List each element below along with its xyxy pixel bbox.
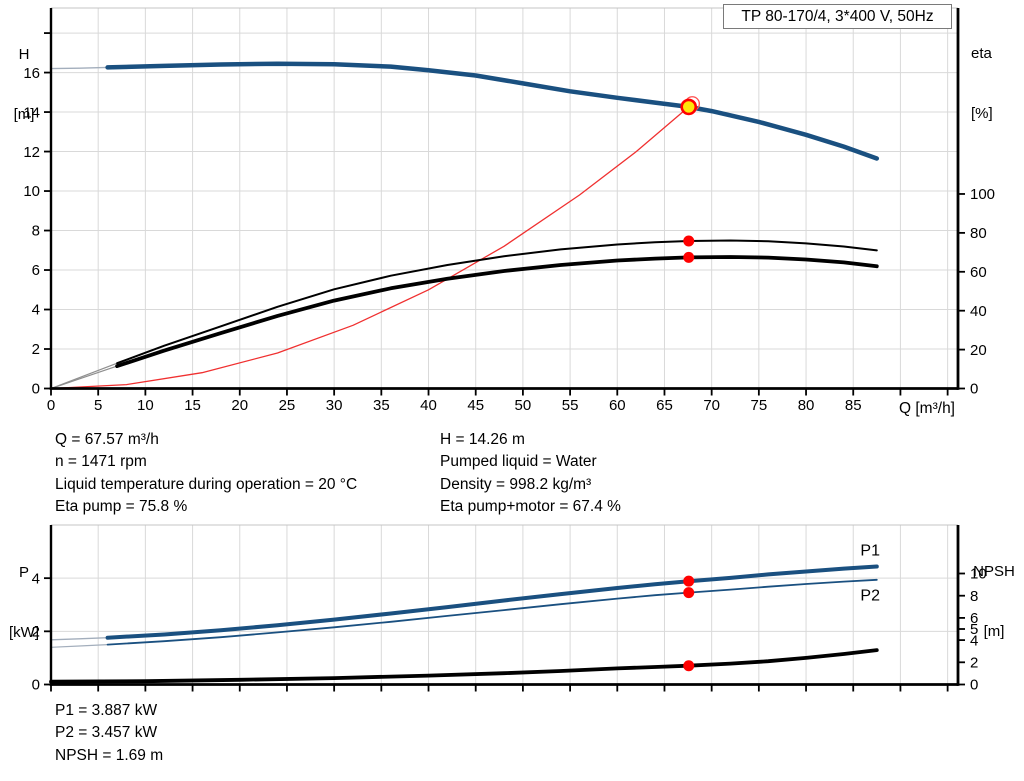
duty-point-dot (683, 660, 695, 672)
y-left-tick-label: 12 (23, 144, 40, 161)
x-tick-label: 40 (420, 397, 437, 414)
info-head: H = 14.26 m (440, 431, 525, 448)
y-right-tick-label: 0 (970, 381, 978, 398)
duty-point-dot (683, 587, 695, 599)
y-left-tick-label: 0 (32, 677, 40, 694)
npsh-curve (49, 648, 879, 684)
info-density: Density = 998.2 kg/m³ (440, 475, 592, 493)
head-axis-title: H [m] (13, 46, 35, 123)
x-tick-label: 45 (467, 397, 484, 414)
y-left-tick-label: 8 (32, 223, 40, 240)
info-npsh: NPSH = 1.69 m (55, 746, 164, 764)
info-pumped-liquid: Pumped liquid = Water (440, 453, 597, 471)
y-right-tick-label: 40 (970, 303, 987, 320)
eta-axis-title: eta [%] (971, 45, 993, 122)
y-right-tick-label: 60 (970, 264, 987, 281)
y-right-tick-label: 6 (970, 610, 978, 627)
info-eta-pump-motor: Eta pump+motor = 67.4 % (440, 498, 621, 516)
duty-point-dot (683, 235, 695, 247)
y-left-tick-label: 2 (32, 341, 40, 358)
operating-point-marker (680, 98, 698, 116)
x-tick-label: 50 (515, 397, 532, 414)
power-info-block: P1 = 3.887 kW P2 = 3.457 kW NPSH = 1.69 … (55, 700, 163, 767)
npsh-axis-title: NPSH [m] (973, 563, 1015, 640)
head-curve-lead (50, 66, 109, 70)
eta-pump-curve (116, 239, 878, 365)
p1-curve-lead (50, 637, 109, 641)
y-right-tick-label: 5 (970, 621, 978, 638)
y-left-tick-label: 6 (32, 262, 40, 279)
x-tick-label: 20 (231, 397, 248, 414)
x-tick-label: 80 (798, 397, 815, 414)
info-liquid-temperature: Liquid temperature during operation = 20… (55, 475, 358, 493)
eta-pump-motor-curve-lead (50, 365, 118, 390)
x-tick-label: 0 (47, 397, 55, 414)
y-right-tick-label: 2 (970, 655, 978, 672)
y-left-tick-label: 14 (23, 104, 40, 121)
x-tick-label: 55 (562, 397, 579, 414)
x-tick-label: 35 (373, 397, 390, 414)
head-curve (105, 61, 880, 161)
hq-eta-chart: 0 5 10 15 20 25 30 35 40 45 50 55 60 65 70 75 80 85 0 2 4 6 8 1… (23, 7, 995, 414)
flow-axis-title: Q [m³/h] (899, 400, 955, 417)
p2-curve (106, 578, 878, 646)
pump-title-box: TP 80-170/4, 3*400 V, 50Hz (723, 4, 952, 29)
x-tick-label: 85 (845, 397, 862, 414)
y-right-tick-label: 0 (970, 677, 978, 694)
curve-label-P1: P1 (860, 542, 880, 559)
curve-label-P2: P2 (860, 587, 880, 604)
y-right-tick-label: 10 (970, 566, 987, 583)
x-tick-label: 65 (656, 397, 673, 414)
y-left-tick-label: 2 (32, 624, 40, 641)
x-tick-label: 75 (751, 397, 768, 414)
x-tick-label: 25 (279, 397, 296, 414)
y-left-tick-label: 4 (32, 570, 40, 587)
y-left-tick-label: 0 (32, 381, 40, 398)
duty-point-dot (683, 575, 695, 587)
info-p2: P2 = 3.457 kW (55, 724, 158, 742)
y-left-tick-label: 4 (32, 302, 40, 319)
y-right-tick-label: 8 (970, 588, 978, 605)
info-eta-pump: Eta pump = 75.8 % (55, 498, 188, 516)
y-right-tick-label: 100 (970, 186, 995, 203)
x-tick-label: 10 (137, 397, 154, 414)
x-tick-label: 5 (94, 397, 102, 414)
p1-curve (105, 564, 879, 640)
power-axis-title: P [kW] (9, 564, 39, 641)
duty-point-dot (683, 251, 695, 263)
y-right-tick-label: 4 (970, 632, 978, 649)
info-flow: Q = 67.57 m³/h (55, 431, 159, 448)
x-tick-label: 70 (703, 397, 720, 414)
x-tick-label: 15 (184, 397, 201, 414)
duty-info-left: Q = 67.57 m³/h n = 1471 rpm Liquid tempe… (55, 429, 357, 519)
eta-pump-motor-curve (115, 255, 879, 369)
x-tick-label: 60 (609, 397, 626, 414)
pump-title: TP 80-170/4, 3*400 V, 50Hz (741, 7, 934, 25)
y-left-tick-label: 10 (23, 183, 40, 200)
x-tick-label: 30 (326, 397, 343, 414)
y-left-tick-label: 16 (23, 65, 40, 82)
system-curve (50, 106, 690, 390)
duty-info-right: H = 14.26 m Pumped liquid = Water Densit… (440, 429, 621, 519)
info-speed: n = 1471 rpm (55, 453, 147, 471)
p2-curve-lead (50, 643, 109, 648)
info-p1: P1 = 3.887 kW (55, 702, 158, 719)
y-right-tick-label: 80 (970, 225, 987, 242)
y-right-tick-label: 20 (970, 342, 987, 359)
